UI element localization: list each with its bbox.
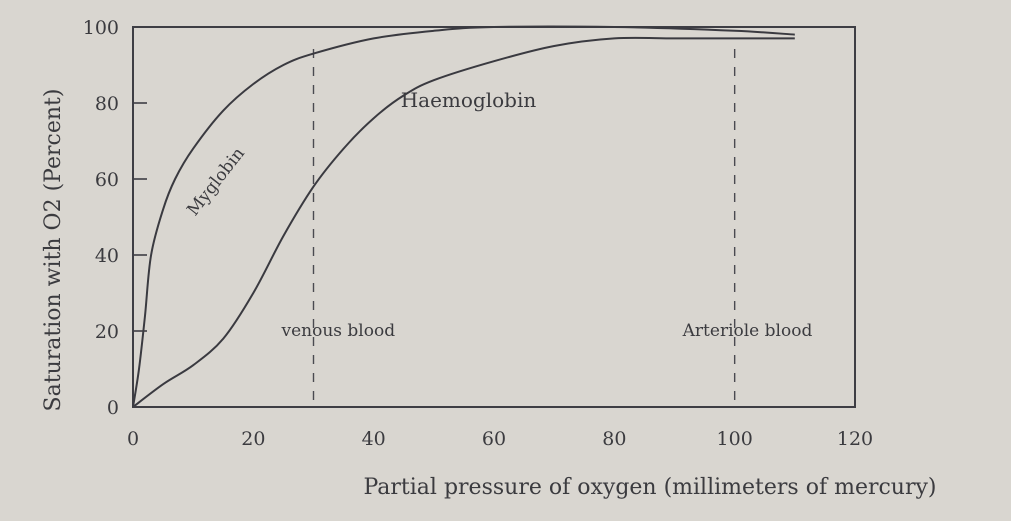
series-line-haemoglobin (132, 36, 795, 408)
x-tick-label: 40 (362, 428, 386, 450)
reference-line-label: Arteriole blood (682, 321, 813, 341)
y-tick-label: 40 (95, 245, 119, 267)
x-tick-label: 100 (717, 428, 753, 450)
y-tick-label: 0 (107, 397, 119, 419)
x-axis-label: Partial pressure of oxygen (millimeters … (363, 475, 936, 500)
x-tick-label: 80 (602, 428, 626, 450)
y-tick-label: 60 (95, 169, 119, 191)
series-line-myglobin (132, 25, 795, 408)
y-axis-label: Saturation with O2 (Percent) (41, 89, 66, 412)
y-tick-label: 100 (83, 17, 119, 39)
x-tick-label: 0 (127, 428, 139, 450)
series-label-haemoglobin: Haemoglobin (401, 88, 537, 112)
x-tick-label: 120 (837, 428, 873, 450)
y-tick-label: 20 (95, 321, 119, 343)
y-tick-label: 80 (95, 93, 119, 115)
x-tick-label: 20 (241, 428, 265, 450)
reference-line-label: venous blood (281, 321, 396, 341)
x-tick-label: 60 (482, 428, 506, 450)
